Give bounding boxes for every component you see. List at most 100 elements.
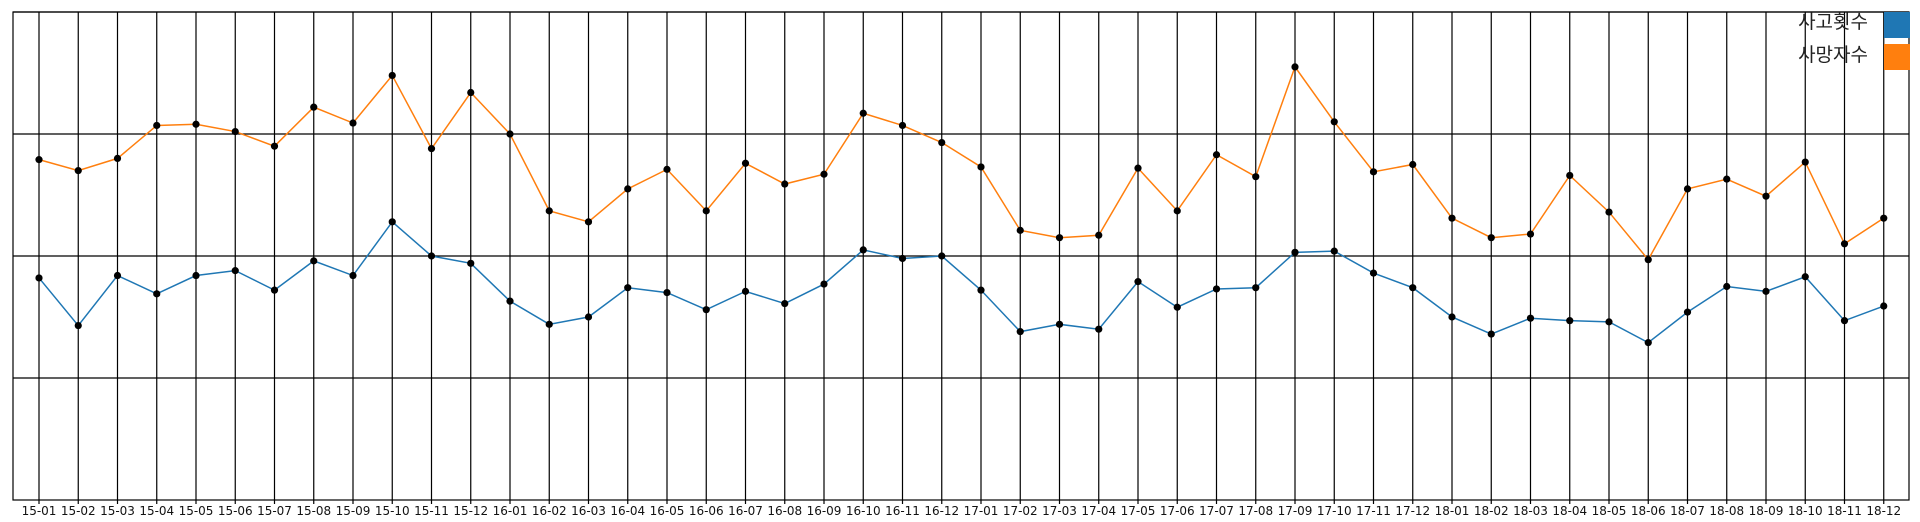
data-point bbox=[1134, 278, 1142, 286]
data-point bbox=[1723, 175, 1731, 183]
data-point bbox=[1801, 273, 1809, 281]
series-line-deaths bbox=[38, 65, 1885, 261]
x-tick-label: 15-05 bbox=[179, 504, 214, 517]
data-point bbox=[74, 167, 82, 175]
data-point bbox=[1683, 185, 1692, 193]
x-tick-label: 16-08 bbox=[767, 504, 802, 517]
data-point bbox=[1683, 308, 1692, 316]
data-point bbox=[1095, 231, 1103, 239]
x-tick-label: 18-12 bbox=[1866, 504, 1901, 517]
data-point bbox=[938, 252, 946, 260]
x-tick-label: 17-02 bbox=[1003, 504, 1038, 517]
data-point bbox=[467, 259, 475, 267]
data-point bbox=[624, 185, 632, 193]
data-point bbox=[270, 286, 279, 294]
data-point bbox=[310, 103, 318, 111]
data-point bbox=[388, 218, 396, 226]
data-point bbox=[1880, 214, 1888, 222]
x-tick-label: 15-07 bbox=[257, 504, 292, 517]
x-tick-label: 17-05 bbox=[1121, 504, 1156, 517]
data-point bbox=[1605, 208, 1613, 216]
data-point bbox=[427, 252, 436, 260]
series-layer bbox=[38, 65, 1885, 344]
x-tick-label: 17-08 bbox=[1238, 504, 1273, 517]
x-tick-label: 18-08 bbox=[1709, 504, 1744, 517]
data-point bbox=[1212, 151, 1221, 159]
legend: 사고횟수 사망자수 bbox=[1798, 11, 1910, 70]
data-point bbox=[898, 254, 907, 263]
data-point bbox=[1644, 339, 1652, 347]
data-point bbox=[506, 130, 514, 138]
x-tick-label: 17-07 bbox=[1199, 504, 1234, 517]
data-point bbox=[781, 299, 789, 308]
x-tick-label: 16-04 bbox=[610, 504, 645, 517]
data-point bbox=[977, 163, 985, 171]
data-point bbox=[1330, 247, 1338, 255]
points-layer bbox=[35, 63, 1888, 347]
data-point bbox=[545, 320, 553, 328]
x-tick-label: 16-03 bbox=[571, 504, 606, 517]
data-point bbox=[1409, 160, 1417, 169]
data-point bbox=[74, 321, 82, 330]
data-point bbox=[113, 154, 122, 162]
data-point bbox=[1644, 256, 1652, 264]
data-point bbox=[1212, 285, 1221, 293]
data-point bbox=[1369, 168, 1378, 176]
x-tick-label: 16-06 bbox=[689, 504, 724, 517]
data-point bbox=[231, 267, 239, 275]
x-axis: 15-01 15-02 15-03 15-04 15-05 15-06 15-07 15-08… bbox=[22, 504, 1902, 518]
data-point bbox=[1016, 328, 1024, 336]
data-point bbox=[427, 145, 436, 153]
data-point bbox=[741, 287, 750, 295]
data-point bbox=[1095, 325, 1103, 333]
data-point bbox=[153, 121, 161, 130]
x-tick-label: 18-01 bbox=[1435, 504, 1470, 517]
legend-swatch-deaths bbox=[1884, 44, 1910, 70]
x-tick-label: 15-10 bbox=[375, 504, 410, 517]
x-tick-label: 15-09 bbox=[336, 504, 371, 517]
legend-label-accidents: 사고횟수 bbox=[1798, 11, 1868, 33]
data-point bbox=[1762, 287, 1770, 295]
x-tick-label: 16-12 bbox=[924, 504, 959, 517]
data-point bbox=[1762, 192, 1770, 200]
data-point bbox=[153, 290, 161, 298]
data-point bbox=[702, 306, 710, 314]
data-point bbox=[1526, 314, 1535, 322]
x-tick-label: 15-11 bbox=[414, 504, 449, 517]
data-point bbox=[781, 180, 789, 188]
data-point bbox=[1369, 269, 1378, 277]
x-tick-label: 16-05 bbox=[650, 504, 685, 517]
data-point bbox=[388, 71, 396, 80]
data-point bbox=[1291, 63, 1299, 71]
data-point bbox=[584, 218, 593, 226]
data-point bbox=[1055, 320, 1064, 328]
data-point bbox=[1566, 171, 1574, 180]
data-point bbox=[1291, 248, 1299, 256]
data-point bbox=[859, 109, 867, 117]
data-point bbox=[1840, 317, 1849, 325]
data-point bbox=[1801, 158, 1809, 166]
data-point bbox=[35, 156, 43, 164]
data-point bbox=[113, 271, 122, 280]
data-point bbox=[1016, 226, 1024, 234]
data-point bbox=[938, 138, 946, 147]
x-tick-label: 18-03 bbox=[1513, 504, 1548, 517]
data-point bbox=[467, 88, 475, 97]
data-point bbox=[310, 257, 318, 265]
x-tick-label: 17-06 bbox=[1160, 504, 1195, 517]
data-point bbox=[1840, 240, 1849, 248]
x-tick-label: 17-10 bbox=[1317, 504, 1352, 517]
data-point bbox=[35, 274, 43, 282]
x-tick-label: 18-09 bbox=[1749, 504, 1784, 517]
data-point bbox=[1880, 302, 1888, 310]
data-point bbox=[663, 165, 671, 173]
data-point bbox=[349, 271, 357, 280]
data-point bbox=[820, 280, 828, 288]
x-tick-label: 17-11 bbox=[1356, 504, 1391, 517]
x-tick-label: 18-05 bbox=[1592, 504, 1627, 517]
x-tick-label: 18-07 bbox=[1670, 504, 1705, 517]
data-point bbox=[506, 297, 514, 305]
data-point bbox=[270, 142, 279, 150]
data-point bbox=[741, 159, 750, 167]
